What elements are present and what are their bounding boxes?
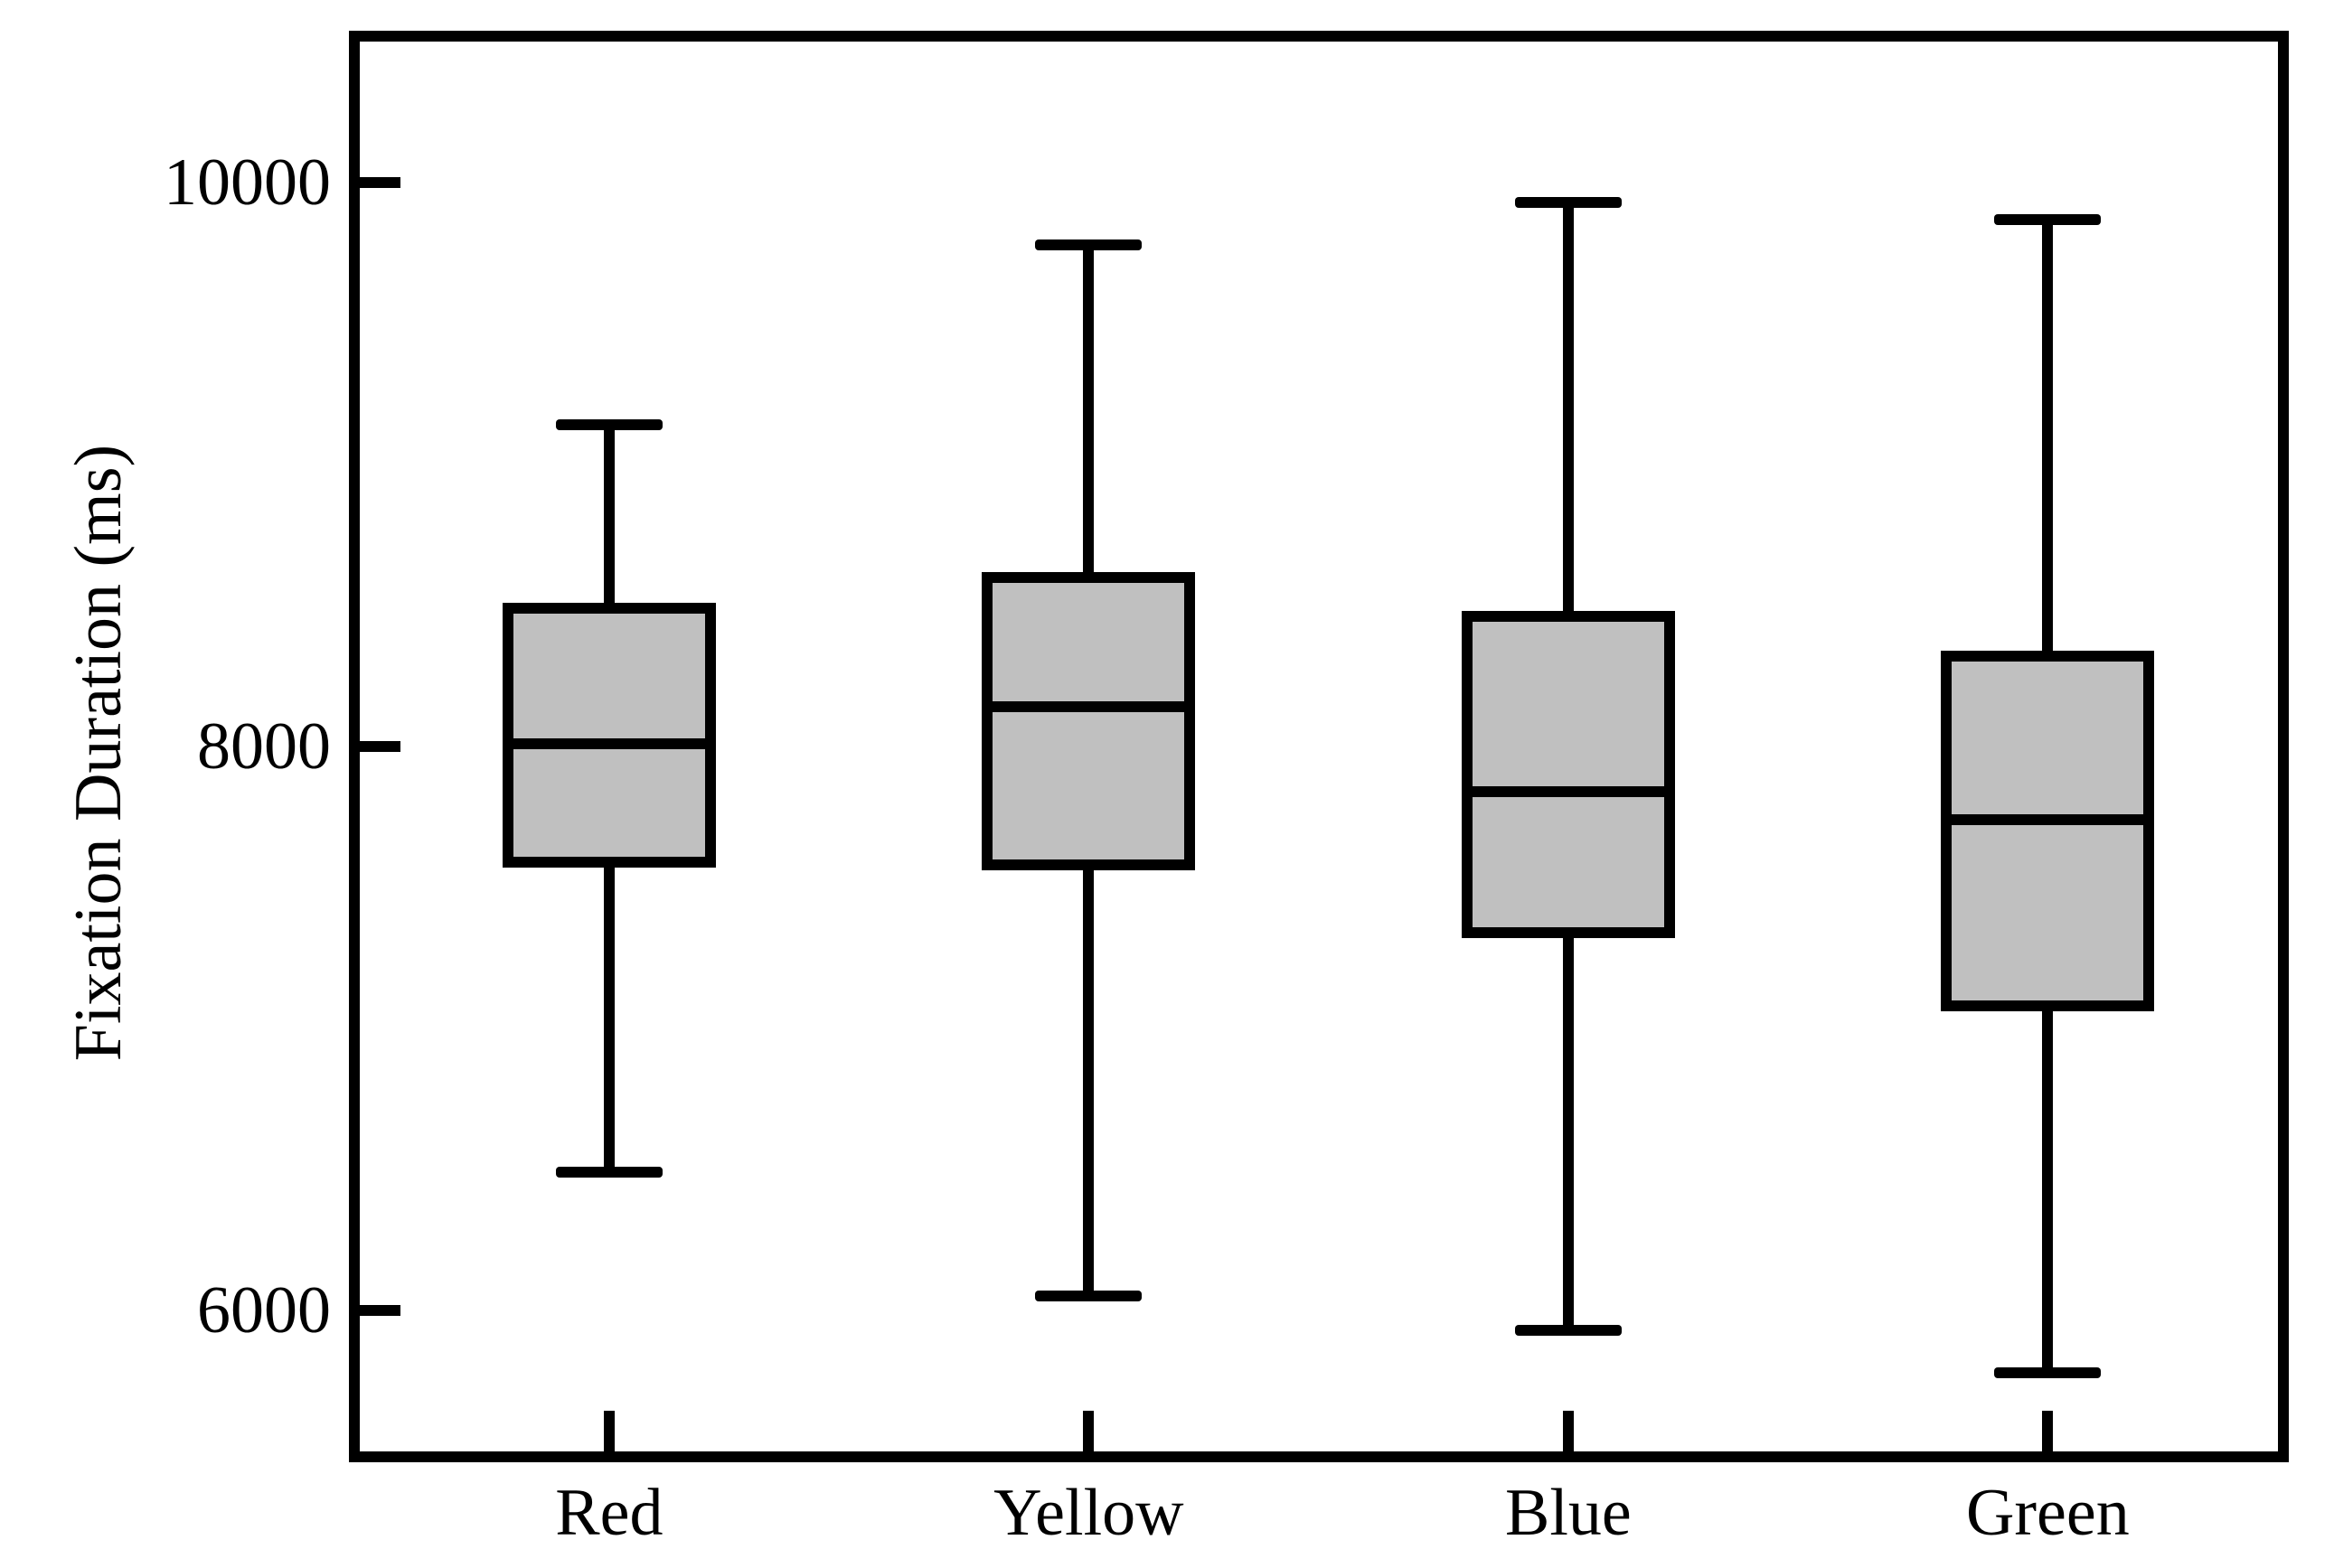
upper-whisker-red: [603, 425, 615, 604]
y-tick-mark: [360, 741, 400, 752]
y-tick-mark: [360, 177, 400, 188]
whisker-cap-low-red: [555, 1167, 663, 1178]
whisker-cap-low-yellow: [1035, 1291, 1143, 1302]
lower-whisker-green: [2042, 1011, 2054, 1373]
median-line-yellow: [993, 701, 1185, 713]
y-tick-mark: [360, 1305, 400, 1316]
median-line-red: [513, 737, 705, 749]
x-tick-label-green: Green: [1965, 1476, 2130, 1550]
iqr-box-red: [502, 603, 716, 868]
upper-whisker-yellow: [1083, 244, 1095, 572]
y-tick-label: 10000: [164, 146, 331, 220]
plot-area: [349, 31, 2289, 1462]
x-tick-label-red: Red: [555, 1476, 663, 1550]
whisker-cap-high-red: [555, 419, 663, 431]
whisker-cap-high-green: [1994, 213, 2102, 225]
whisker-cap-low-blue: [1514, 1324, 1622, 1336]
x-tick-mark: [603, 1411, 615, 1451]
y-tick-label: 6000: [197, 1273, 331, 1347]
x-tick-label-blue: Blue: [1504, 1476, 1632, 1550]
whisker-cap-high-blue: [1514, 196, 1622, 208]
x-tick-mark: [2042, 1411, 2054, 1451]
x-tick-mark: [1562, 1411, 1574, 1451]
whisker-cap-high-yellow: [1035, 239, 1143, 250]
iqr-box-yellow: [982, 571, 1196, 871]
lower-whisker-blue: [1562, 937, 1574, 1330]
iqr-box-green: [1941, 651, 2155, 1012]
whisker-cap-low-green: [1994, 1366, 2102, 1378]
x-tick-label-yellow: Yellow: [993, 1476, 1184, 1550]
lower-whisker-red: [603, 867, 615, 1173]
y-tick-label: 8000: [197, 709, 331, 784]
upper-whisker-green: [2042, 219, 2054, 652]
median-line-blue: [1472, 785, 1664, 797]
lower-whisker-yellow: [1083, 870, 1095, 1297]
upper-whisker-blue: [1562, 202, 1574, 612]
x-tick-mark: [1083, 1411, 1095, 1451]
median-line-green: [1952, 814, 2144, 826]
iqr-box-blue: [1461, 611, 1675, 938]
